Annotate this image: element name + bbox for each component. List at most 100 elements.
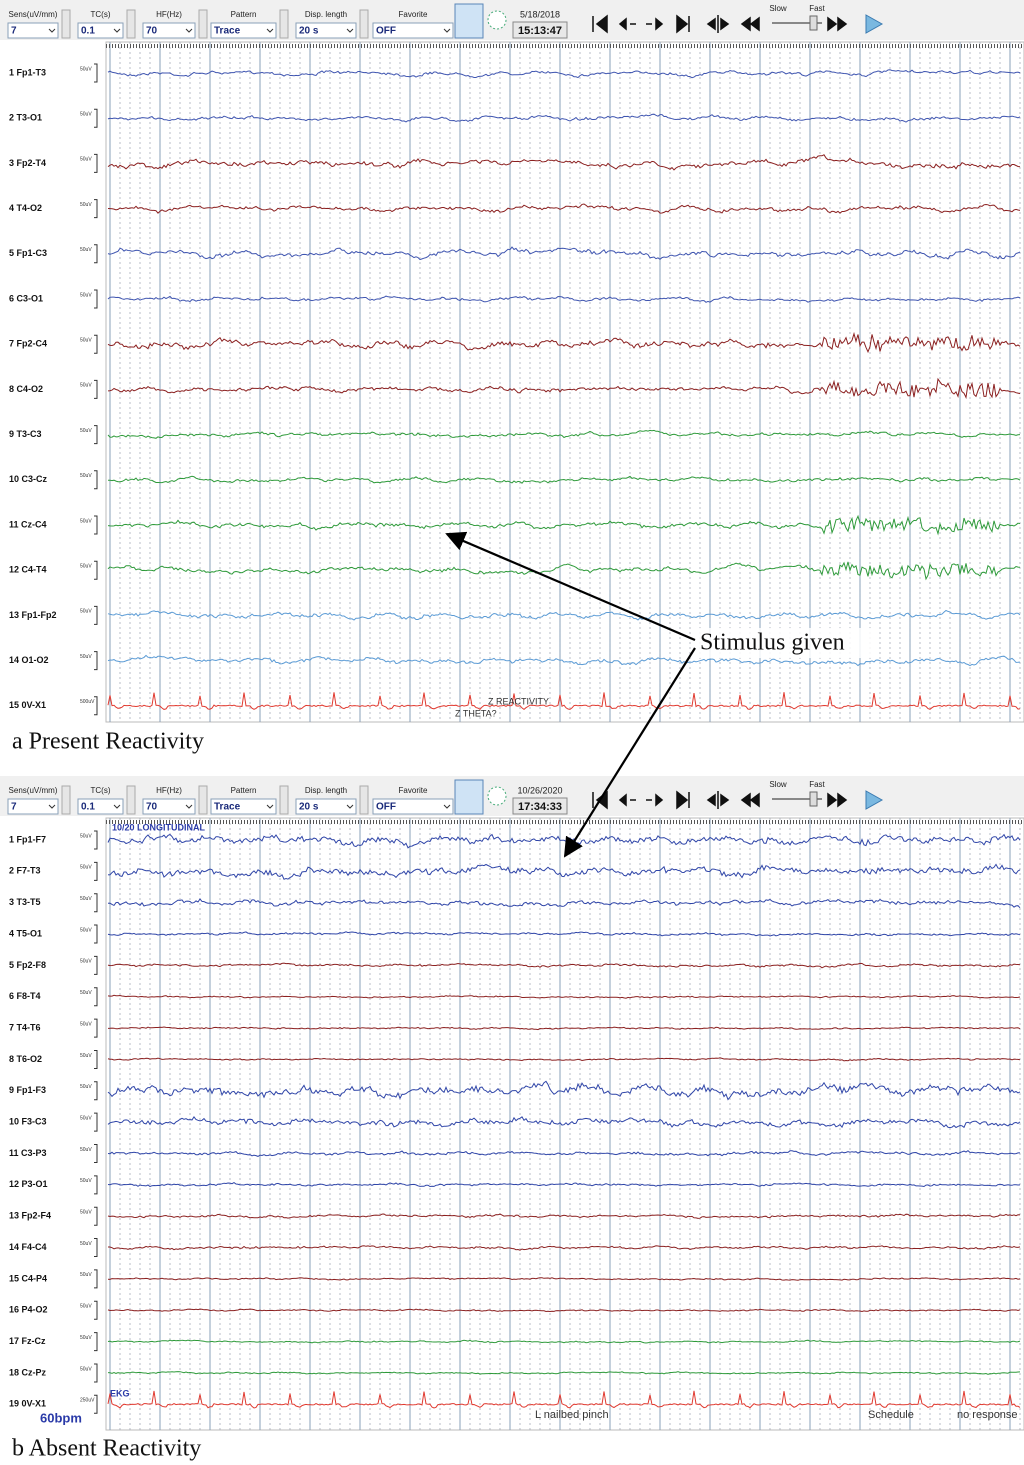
- channel-label: 2 T3-O1: [9, 113, 42, 123]
- scale-bar: [94, 290, 97, 308]
- field-value: 7: [11, 26, 17, 37]
- scale-bar: [94, 64, 97, 82]
- channel-label: 14 O1-O2: [9, 655, 49, 665]
- scale-bar: [94, 109, 97, 127]
- spinner: [62, 786, 70, 814]
- scale-label: 50uV: [80, 564, 92, 570]
- channel-label: 7 Fp2-C4: [9, 339, 47, 349]
- channel-label: 10 F3-C3: [9, 1117, 47, 1127]
- scale-bar: [94, 894, 97, 912]
- speed-thumb: [810, 792, 817, 806]
- scale-bar: [94, 1050, 97, 1068]
- time: 17:34:33: [518, 801, 562, 813]
- scale-label: 50uV: [80, 1304, 92, 1310]
- scale-label: 500uV: [80, 699, 95, 705]
- scale-label: 50uV: [80, 833, 92, 839]
- spinner: [127, 786, 135, 814]
- field-label: Favorite: [399, 10, 428, 19]
- channel-label: 13 Fp1-Fp2: [9, 610, 57, 620]
- scale-label: 50uV: [80, 896, 92, 902]
- scale-bar: [94, 1082, 97, 1100]
- channel-label: 14 F4-C4: [9, 1242, 47, 1252]
- scale-label: 50uV: [80, 292, 92, 298]
- field-label: HF(Hz): [156, 10, 182, 19]
- scale-label: 50uV: [80, 518, 92, 524]
- field-label: TC(s): [91, 786, 111, 795]
- field-value: OFF: [376, 802, 396, 813]
- field-label: Pattern: [231, 10, 257, 19]
- scale-label: 50uV: [80, 1147, 92, 1153]
- scale-label: 50uV: [80, 654, 92, 660]
- field-value: Trace: [214, 802, 241, 813]
- field-value: 20 s: [299, 26, 319, 37]
- scale-label: 50uV: [80, 1335, 92, 1341]
- scale-label: 50uV: [80, 959, 92, 965]
- annotation: L nailbed pinch: [535, 1409, 609, 1421]
- scale-bar: [94, 831, 97, 849]
- channel-label: 15 C4-P4: [9, 1273, 47, 1283]
- scale-label: 50uV: [80, 383, 92, 389]
- scale-bar: [94, 606, 97, 624]
- scale-label: 50uV: [80, 609, 92, 615]
- spinner: [360, 10, 368, 38]
- field-label: Sens(uV/mm): [9, 10, 58, 19]
- channel-label: 7 T4-T6: [9, 1022, 41, 1032]
- eeg-figure: Sens(uV/mm) 7 TC(s) 0.1 HF(Hz) 70 Pattern Trace…: [0, 0, 1024, 1465]
- scale-bar: [94, 925, 97, 943]
- annotation: Z REACTIVITY: [488, 696, 549, 706]
- field-value: Trace: [214, 26, 241, 37]
- scale-bar: [94, 1019, 97, 1037]
- annotation: Schedule: [868, 1409, 914, 1421]
- scale-label: 250uV: [80, 1398, 95, 1404]
- scale-label: 50uV: [80, 990, 92, 996]
- scale-bar: [94, 1333, 97, 1351]
- channel-label: 4 T4-O2: [9, 203, 42, 213]
- scale-bar: [94, 154, 97, 172]
- scale-bar: [94, 1270, 97, 1288]
- channel-label: 10 C3-Cz: [9, 474, 48, 484]
- channel-label: 3 T3-T5: [9, 897, 41, 907]
- scale-bar: [94, 1301, 97, 1319]
- field-label: Sens(uV/mm): [9, 786, 58, 795]
- field-value: 70: [146, 26, 158, 37]
- channel-label: 1 Fp1-F7: [9, 834, 46, 844]
- scale-bar: [94, 426, 97, 444]
- scale-label: 50uV: [80, 157, 92, 163]
- channel-label: 16 P4-O2: [9, 1305, 48, 1315]
- field-label: Pattern: [231, 786, 257, 795]
- scale-label: 50uV: [80, 1084, 92, 1090]
- spinner: [199, 10, 207, 38]
- field-value: 20 s: [299, 802, 319, 813]
- spinner: [360, 786, 368, 814]
- time: 15:13:47: [518, 25, 562, 37]
- annotation: Z THETA?: [455, 708, 497, 718]
- scale-bar: [94, 1113, 97, 1131]
- scale-bar: [94, 561, 97, 579]
- field-label: Disp. length: [305, 786, 347, 795]
- scale-label: 50uV: [80, 1366, 92, 1372]
- scale-bar: [94, 1145, 97, 1163]
- scale-bar: [94, 862, 97, 880]
- scale-bar: [94, 956, 97, 974]
- scale-label: 50uV: [80, 338, 92, 344]
- panel-caption: b Absent Reactivity: [12, 1436, 201, 1462]
- channel-label: 5 Fp1-C3: [9, 248, 47, 258]
- channel-label: 4 T5-O1: [9, 928, 42, 938]
- fast-label: Fast: [809, 4, 825, 13]
- scale-label: 50uV: [80, 1178, 92, 1184]
- field-label: Favorite: [399, 786, 428, 795]
- scale-bar: [94, 652, 97, 670]
- spinner: [62, 10, 70, 38]
- annotation: no response: [957, 1409, 1018, 1421]
- channel-label: 6 F8-T4: [9, 991, 41, 1001]
- speed-thumb: [810, 16, 817, 30]
- scale-label: 50uV: [80, 66, 92, 72]
- field-value: 0.1: [81, 26, 95, 37]
- channel-label: 12 C4-T4: [9, 565, 47, 575]
- scale-label: 50uV: [80, 1210, 92, 1216]
- channel-label: 1 Fp1-T3: [9, 67, 46, 77]
- channel-label: 18 Cz-Pz: [9, 1367, 47, 1377]
- channel-label: 5 Fp2-F8: [9, 960, 46, 970]
- scale-label: 50uV: [80, 1272, 92, 1278]
- scale-label: 50uV: [80, 1053, 92, 1059]
